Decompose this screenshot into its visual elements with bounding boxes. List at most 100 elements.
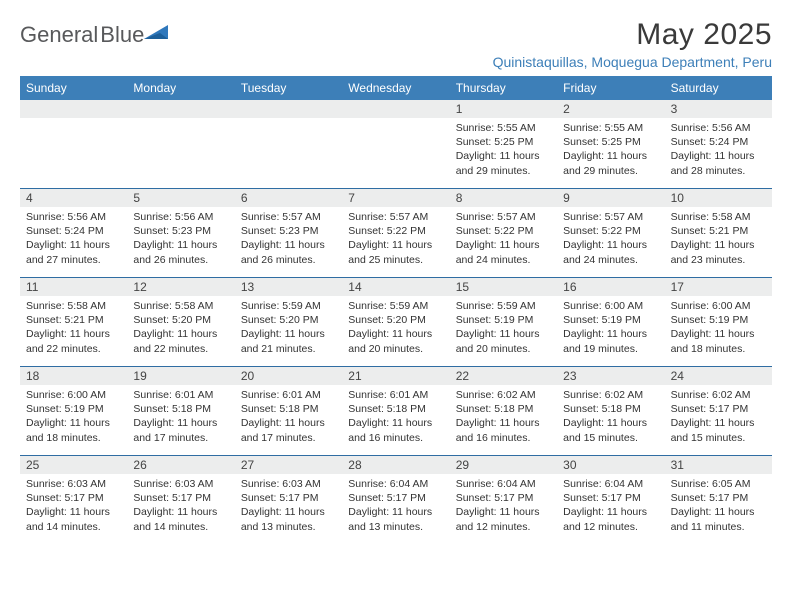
sunrise-line: Sunrise: 6:01 AM (348, 388, 443, 402)
sunrise-line: Sunrise: 5:55 AM (563, 121, 658, 135)
day-number: 15 (450, 278, 557, 296)
day-cell: 19Sunrise: 6:01 AMSunset: 5:18 PMDayligh… (127, 367, 234, 455)
day-data: Sunrise: 5:58 AMSunset: 5:21 PMDaylight:… (665, 207, 772, 271)
day-number (235, 100, 342, 118)
sunset-line: Sunset: 5:23 PM (133, 224, 228, 238)
sunrise-line: Sunrise: 6:00 AM (563, 299, 658, 313)
calendar: SundayMondayTuesdayWednesdayThursdayFrid… (20, 76, 772, 544)
sunrise-line: Sunrise: 6:01 AM (241, 388, 336, 402)
sunset-line: Sunset: 5:22 PM (456, 224, 551, 238)
day-data: Sunrise: 6:02 AMSunset: 5:17 PMDaylight:… (665, 385, 772, 449)
day-data: Sunrise: 6:03 AMSunset: 5:17 PMDaylight:… (20, 474, 127, 538)
daylight-line: Daylight: 11 hours and 19 minutes. (563, 327, 658, 355)
sunrise-line: Sunrise: 6:02 AM (563, 388, 658, 402)
day-data: Sunrise: 5:57 AMSunset: 5:22 PMDaylight:… (557, 207, 664, 271)
day-data: Sunrise: 6:01 AMSunset: 5:18 PMDaylight:… (127, 385, 234, 449)
day-number: 22 (450, 367, 557, 385)
daylight-line: Daylight: 11 hours and 23 minutes. (671, 238, 766, 266)
sunset-line: Sunset: 5:18 PM (348, 402, 443, 416)
sunset-line: Sunset: 5:18 PM (241, 402, 336, 416)
sunrise-line: Sunrise: 5:56 AM (26, 210, 121, 224)
sunrise-line: Sunrise: 6:00 AM (26, 388, 121, 402)
sunset-line: Sunset: 5:20 PM (348, 313, 443, 327)
day-data: Sunrise: 5:57 AMSunset: 5:22 PMDaylight:… (450, 207, 557, 271)
sunrise-line: Sunrise: 6:04 AM (563, 477, 658, 491)
day-data: Sunrise: 5:57 AMSunset: 5:23 PMDaylight:… (235, 207, 342, 271)
daylight-line: Daylight: 11 hours and 26 minutes. (241, 238, 336, 266)
day-number: 6 (235, 189, 342, 207)
day-cell: 12Sunrise: 5:58 AMSunset: 5:20 PMDayligh… (127, 278, 234, 366)
daylight-line: Daylight: 11 hours and 13 minutes. (348, 505, 443, 533)
day-number: 26 (127, 456, 234, 474)
day-number: 10 (665, 189, 772, 207)
day-cell: 2Sunrise: 5:55 AMSunset: 5:25 PMDaylight… (557, 100, 664, 188)
weekday-header: Monday (127, 76, 234, 100)
sunset-line: Sunset: 5:21 PM (671, 224, 766, 238)
day-number: 16 (557, 278, 664, 296)
day-data: Sunrise: 6:00 AMSunset: 5:19 PMDaylight:… (557, 296, 664, 360)
day-number: 31 (665, 456, 772, 474)
sunset-line: Sunset: 5:18 PM (563, 402, 658, 416)
day-number: 19 (127, 367, 234, 385)
day-cell: 3Sunrise: 5:56 AMSunset: 5:24 PMDaylight… (665, 100, 772, 188)
day-cell: 14Sunrise: 5:59 AMSunset: 5:20 PMDayligh… (342, 278, 449, 366)
day-cell: 21Sunrise: 6:01 AMSunset: 5:18 PMDayligh… (342, 367, 449, 455)
day-data: Sunrise: 5:57 AMSunset: 5:22 PMDaylight:… (342, 207, 449, 271)
weekday-header-row: SundayMondayTuesdayWednesdayThursdayFrid… (20, 76, 772, 100)
daylight-line: Daylight: 11 hours and 14 minutes. (133, 505, 228, 533)
day-data: Sunrise: 6:02 AMSunset: 5:18 PMDaylight:… (450, 385, 557, 449)
sunrise-line: Sunrise: 5:58 AM (671, 210, 766, 224)
sunset-line: Sunset: 5:17 PM (671, 402, 766, 416)
day-number: 23 (557, 367, 664, 385)
sunset-line: Sunset: 5:17 PM (563, 491, 658, 505)
sunset-line: Sunset: 5:18 PM (456, 402, 551, 416)
day-cell: 26 Sunrise: 6:03 AMSunset: 5:17 PMDayligh… (127, 456, 234, 544)
sunrise-line: Sunrise: 5:57 AM (456, 210, 551, 224)
day-cell: 18Sunrise: 6:00 AMSunset: 5:19 PMDayligh… (20, 367, 127, 455)
week-row: 18Sunrise: 6:00 AMSunset: 5:19 PMDayligh… (20, 366, 772, 455)
day-number: 28 (342, 456, 449, 474)
sunrise-line: Sunrise: 6:03 AM (133, 477, 228, 491)
day-number: 14 (342, 278, 449, 296)
daylight-line: Daylight: 11 hours and 11 minutes. (671, 505, 766, 533)
daylight-line: Daylight: 11 hours and 29 minutes. (563, 149, 658, 177)
weekday-header: Sunday (20, 76, 127, 100)
logo: GeneralBlue (20, 18, 170, 48)
daylight-line: Daylight: 11 hours and 12 minutes. (456, 505, 551, 533)
day-number: 12 (127, 278, 234, 296)
day-data: Sunrise: 6:04 AMSunset: 5:17 PMDaylight:… (557, 474, 664, 538)
day-cell: 28Sunrise: 6:04 AMSunset: 5:17 PMDayligh… (342, 456, 449, 544)
day-cell: 23 Sunrise: 6:02 AMSunset: 5:18 PMDayligh… (557, 367, 664, 455)
daylight-line: Daylight: 11 hours and 26 minutes. (133, 238, 228, 266)
day-number: 27 (235, 456, 342, 474)
daylight-line: Daylight: 11 hours and 21 minutes. (241, 327, 336, 355)
sunset-line: Sunset: 5:17 PM (133, 491, 228, 505)
week-row: 11Sunrise: 5:58 AMSunset: 5:21 PMDayligh… (20, 277, 772, 366)
week-row: 1Sunrise: 5:55 AMSunset: 5:25 PMDaylight… (20, 100, 772, 188)
day-number: 30 (557, 456, 664, 474)
day-cell: 17Sunrise: 6:00 AMSunset: 5:19 PMDayligh… (665, 278, 772, 366)
daylight-line: Daylight: 11 hours and 12 minutes. (563, 505, 658, 533)
daylight-line: Daylight: 11 hours and 15 minutes. (563, 416, 658, 444)
day-cell: 7Sunrise: 5:57 AMSunset: 5:22 PMDaylight… (342, 189, 449, 277)
day-data: Sunrise: 6:01 AMSunset: 5:18 PMDaylight:… (342, 385, 449, 449)
sunset-line: Sunset: 5:19 PM (563, 313, 658, 327)
day-cell (127, 100, 234, 188)
day-data: Sunrise: 6:03 AMSunset: 5:17 PMDaylight:… (235, 474, 342, 538)
sunset-line: Sunset: 5:19 PM (456, 313, 551, 327)
day-number: 17 (665, 278, 772, 296)
day-cell: 15Sunrise: 5:59 AMSunset: 5:19 PMDayligh… (450, 278, 557, 366)
sunset-line: Sunset: 5:17 PM (671, 491, 766, 505)
week-row: 4Sunrise: 5:56 AMSunset: 5:24 PMDaylight… (20, 188, 772, 277)
sunrise-line: Sunrise: 6:02 AM (456, 388, 551, 402)
day-cell: 27Sunrise: 6:03 AMSunset: 5:17 PMDayligh… (235, 456, 342, 544)
day-cell: 31Sunrise: 6:05 AMSunset: 5:17 PMDayligh… (665, 456, 772, 544)
weekday-header: Saturday (665, 76, 772, 100)
daylight-line: Daylight: 11 hours and 24 minutes. (563, 238, 658, 266)
daylight-line: Daylight: 11 hours and 16 minutes. (456, 416, 551, 444)
sunset-line: Sunset: 5:17 PM (241, 491, 336, 505)
day-cell: 16Sunrise: 6:00 AMSunset: 5:19 PMDayligh… (557, 278, 664, 366)
day-data: Sunrise: 5:55 AMSunset: 5:25 PMDaylight:… (557, 118, 664, 182)
sunset-line: Sunset: 5:24 PM (26, 224, 121, 238)
sunset-line: Sunset: 5:24 PM (671, 135, 766, 149)
